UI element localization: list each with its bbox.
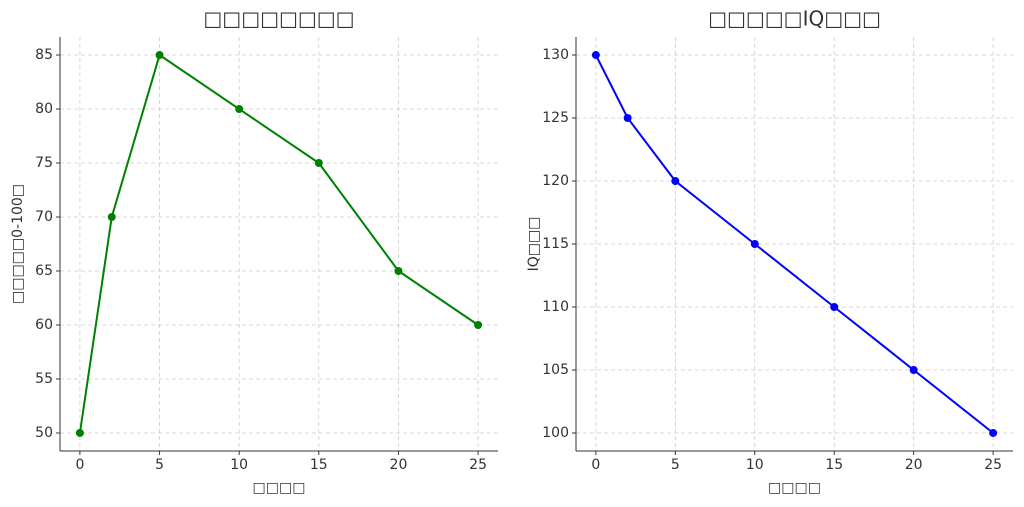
x-tick-label: 0 xyxy=(591,457,600,473)
y-tick-label: 125 xyxy=(542,110,569,126)
line xyxy=(78,53,479,434)
y-tick-label: 120 xyxy=(542,173,569,189)
x-tick-label: 0 xyxy=(75,457,84,473)
point xyxy=(830,302,839,311)
x-tick-label: 15 xyxy=(310,457,328,473)
y-tick-label: 100 xyxy=(542,425,569,441)
point xyxy=(474,320,483,329)
y-tick-label: 115 xyxy=(542,236,569,252)
point xyxy=(591,51,600,60)
x-tick-label: 5 xyxy=(671,457,680,473)
y-tick-label: 130 xyxy=(542,47,569,63)
y-tick-label: 65 xyxy=(35,263,53,279)
point xyxy=(623,114,632,123)
x-tick-label: 20 xyxy=(905,457,923,473)
y-axis-label: IQ□□□ xyxy=(526,217,542,272)
y-tick-label: 70 xyxy=(35,209,53,225)
point xyxy=(107,213,116,222)
y-tick-label: 50 xyxy=(35,425,53,441)
point xyxy=(155,51,164,60)
chart-title: □□□□□□□□ xyxy=(203,7,354,31)
x-tick-label: 10 xyxy=(230,457,248,473)
point xyxy=(750,240,759,248)
x-tick-label: 15 xyxy=(825,457,843,473)
y-tick-label: 75 xyxy=(35,155,53,171)
x-tick-label: 5 xyxy=(155,457,164,473)
point xyxy=(989,428,998,437)
y-axis-label: □□□□□0-100□ xyxy=(10,184,26,304)
point xyxy=(671,177,680,186)
x-axis-label: □□□□ xyxy=(768,480,821,496)
point xyxy=(314,159,323,168)
y-tick-label: 85 xyxy=(35,47,53,63)
point xyxy=(909,365,918,374)
x-tick-label: 20 xyxy=(390,457,408,473)
x-axis-label: □□□□ xyxy=(253,480,306,496)
y-tick-label: 110 xyxy=(542,299,569,315)
y-tick-label: 55 xyxy=(35,371,53,387)
y-tick-label: 105 xyxy=(542,362,569,378)
x-tick-label: 25 xyxy=(469,457,487,473)
point xyxy=(394,266,403,275)
x-tick-label: 25 xyxy=(984,457,1002,473)
y-tick-label: 80 xyxy=(35,101,53,117)
point xyxy=(235,105,244,114)
y-tick-label: 60 xyxy=(35,317,53,333)
x-tick-label: 10 xyxy=(746,457,764,473)
point xyxy=(75,428,84,437)
chart-title: □□□□□IQ□□□ xyxy=(708,7,881,31)
